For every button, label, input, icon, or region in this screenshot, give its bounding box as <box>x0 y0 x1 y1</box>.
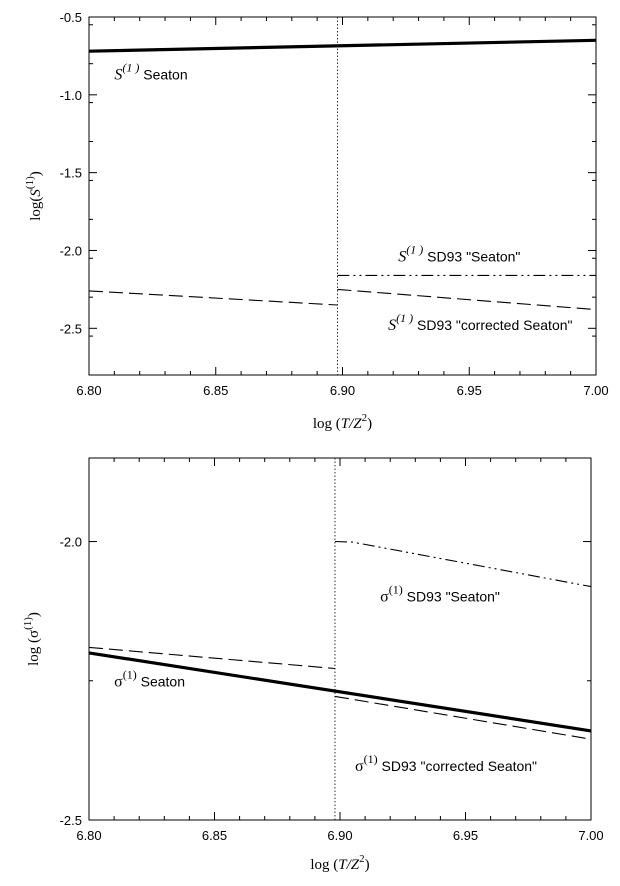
x-tick-label: 6.80 <box>76 383 101 398</box>
x-axis-label-prefix: log ( <box>310 857 338 873</box>
annotation-text: SD93 "Seaton" <box>423 248 520 264</box>
annotation-symbol: S <box>398 248 406 265</box>
x-axis-label-main: T/Z <box>341 416 363 432</box>
x-axis-label-prefix: log ( <box>313 416 341 432</box>
series-line-4 <box>334 695 592 740</box>
x-tick-label: 6.95 <box>457 383 482 398</box>
annotation-symbol: σ <box>114 673 123 690</box>
series-line-2 <box>334 540 592 588</box>
series-line-4 <box>337 288 597 311</box>
annotation-text: Seaton <box>137 673 185 689</box>
y-axis-label: log (σ(1)) <box>22 612 42 666</box>
x-axis-label: log (T/Z2) <box>310 853 369 873</box>
y-tick-label: -1.5 <box>60 166 82 181</box>
x-axis-label-suffix: ) <box>367 416 372 432</box>
annotation-text: SD93 "Seaton" <box>403 589 500 605</box>
annotation-label-1: S(1 ) Seaton <box>114 60 187 83</box>
series-line-3 <box>88 290 338 306</box>
annotation-superscript: (1) <box>364 752 378 766</box>
y-axis-label-prefix: log( <box>28 197 44 221</box>
x-axis-label-superscript: 2 <box>359 853 365 865</box>
annotation-label-2: σ(1) Seaton <box>114 667 185 690</box>
annotation-symbol: σ <box>380 589 389 606</box>
annotation-label-2: S(1 ) SD93 "Seaton" <box>398 242 520 265</box>
annotation-superscript: (1 ) <box>406 242 423 256</box>
annotation-text: SD93 "corrected Seaton" <box>378 758 537 774</box>
x-tick-label: 6.85 <box>203 383 228 398</box>
y-axis-label-suffix: ) <box>26 612 42 617</box>
x-axis-label-main: T/Z <box>338 857 360 873</box>
series-line-1 <box>88 38 597 53</box>
y-axis-label-superscript: (1) <box>24 176 36 189</box>
y-tick-label: -2.0 <box>60 243 82 258</box>
y-tick-label: -1.0 <box>60 88 82 103</box>
x-tick-label: 6.90 <box>327 828 352 843</box>
series-line-3 <box>88 646 336 670</box>
x-tick-label: 6.90 <box>330 383 355 398</box>
annotation-label-1: σ(1) SD93 "Seaton" <box>380 583 500 606</box>
y-axis-label-prefix: log ( <box>26 638 42 666</box>
annotation-label-3: S(1 ) SD93 "corrected Seaton" <box>388 311 572 334</box>
x-tick-label: 6.95 <box>453 828 478 843</box>
annotation-superscript: (1) <box>123 667 137 681</box>
series-line-1 <box>88 651 592 733</box>
annotation-symbol: σ <box>355 758 364 775</box>
y-axis-label-main: σ <box>26 630 42 638</box>
y-axis-label-main: S <box>28 189 44 197</box>
annotation-text: Seaton <box>139 66 187 82</box>
y-tick-label: -0.5 <box>60 10 82 25</box>
y-tick-label: -2.0 <box>60 535 82 550</box>
annotation-text: SD93 "corrected Seaton" <box>413 317 572 333</box>
x-tick-label: 7.00 <box>578 828 603 843</box>
y-tick-label: -2.5 <box>60 813 82 828</box>
y-axis-label-suffix: ) <box>28 171 44 176</box>
y-tick-label: -2.5 <box>60 321 82 336</box>
x-axis-label: log (T/Z2) <box>313 412 372 432</box>
annotation-superscript: (1) <box>389 583 403 597</box>
x-tick-label: 6.80 <box>76 828 101 843</box>
x-axis-label-suffix: ) <box>365 857 370 873</box>
annotation-symbol: S <box>388 317 396 334</box>
annotation-superscript: (1 ) <box>396 311 413 325</box>
x-axis-label-superscript: 2 <box>362 412 368 424</box>
annotation-superscript: (1 ) <box>122 60 139 74</box>
y-axis-label-superscript: (1) <box>22 617 34 630</box>
chart-panel-2: 6.80 6.85 6.90 6.95 7.00-2.0-2.5σ(1) SD93 "S… <box>22 457 604 873</box>
y-axis-label: log(S(1)) <box>24 171 44 221</box>
annotation-symbol: S <box>114 66 122 83</box>
x-tick-label: 6.85 <box>202 828 227 843</box>
chart-panel-1: 6.80 6.85 6.90 6.95 7.00 -0.5 -1.0 -1.5 -2.0 -2.5… <box>24 10 609 432</box>
x-tick-label: 7.00 <box>583 383 608 398</box>
annotation-label-3: σ(1) SD93 "corrected Seaton" <box>355 752 537 775</box>
